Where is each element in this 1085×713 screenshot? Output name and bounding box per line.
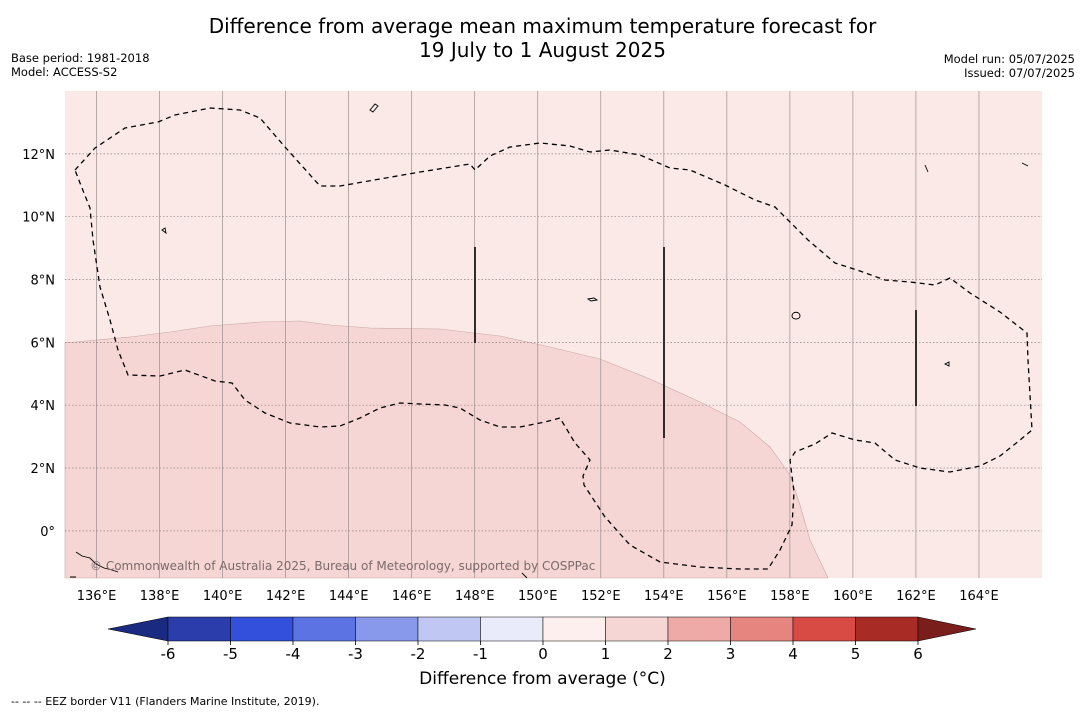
colorbar-tick-label: 2 <box>663 645 673 663</box>
lat-tick-label: 2°N <box>31 462 56 477</box>
lat-tick-label: 8°N <box>31 274 56 289</box>
lon-tick-label: 140°E <box>203 589 243 604</box>
colorbar-tick-label: 0 <box>538 645 548 663</box>
lon-tick-label: 146°E <box>392 589 432 604</box>
colorbar-segment <box>605 616 669 642</box>
colorbar-tick-label: 5 <box>851 645 861 663</box>
colorbar-tick-label: -2 <box>411 645 426 663</box>
island-pohnpei <box>791 311 801 320</box>
colorbar-segment <box>355 616 419 642</box>
watermark-text: © Commonwealth of Australia 2025, Bureau… <box>90 559 595 573</box>
colorbar-segment <box>730 616 794 642</box>
anomaly-region-1-to-2 <box>64 320 829 579</box>
lon-tick-label: 136°E <box>77 589 117 604</box>
lon-tick-label: 156°E <box>707 589 747 604</box>
lat-tick-label: 6°N <box>31 336 56 351</box>
issued-text: Issued: 07/07/2025 <box>964 66 1075 80</box>
colorbar-tick-label: -3 <box>348 645 363 663</box>
map-title: Difference from average mean maximum tem… <box>0 14 1085 62</box>
colorbar-under-extension <box>107 616 169 642</box>
eez-footnote: -- -- -- EEZ border V11 (Flanders Marine… <box>11 695 320 708</box>
colorbar-segment <box>167 616 231 642</box>
lon-tick-label: 152°E <box>581 589 621 604</box>
colorbar-segment <box>292 616 356 642</box>
lat-tick-label: 12°N <box>22 148 55 163</box>
lon-tick-label: 144°E <box>329 589 369 604</box>
lat-tick-label: 10°N <box>22 211 55 226</box>
model-text: Model: ACCESS-S2 <box>11 65 118 79</box>
colorbar-segment <box>855 616 919 642</box>
lat-tick-label: 4°N <box>31 399 56 414</box>
eez-border <box>74 107 1033 570</box>
islands <box>70 103 1029 579</box>
colorbar-segment <box>480 616 544 642</box>
model-run-text: Model run: 05/07/2025 <box>943 52 1075 66</box>
island-png-coast <box>70 551 119 578</box>
colorbar-tick-label: -4 <box>286 645 301 663</box>
base-period-text: Base period: 1981-2018 <box>11 51 150 65</box>
lon-tick-label: 154°E <box>644 589 684 604</box>
title-line-1: Difference from average mean maximum tem… <box>208 14 877 38</box>
colorbar-tick-label: -1 <box>473 645 488 663</box>
colorbar-segment <box>667 616 731 642</box>
colorbar-tick-label: -5 <box>223 645 238 663</box>
island-west <box>161 227 167 235</box>
island-ne2 <box>924 164 929 173</box>
lon-tick-label: 162°E <box>896 589 936 604</box>
meta-left: Base period: 1981-2018 Model: ACCESS-S2 <box>11 51 150 79</box>
meta-right: Model run: 05/07/2025 Issued: 07/07/2025 <box>944 52 1075 80</box>
island-east <box>943 361 950 367</box>
lon-tick-label: 148°E <box>455 589 495 604</box>
colorbar-segment <box>792 616 856 642</box>
colorbar-segment <box>542 616 606 642</box>
lat-tick-label: 0° <box>40 525 55 540</box>
colorbar-tick-label: 6 <box>913 645 923 663</box>
lon-tick-label: 142°E <box>266 589 306 604</box>
lon-tick-label: 138°E <box>140 589 180 604</box>
lon-tick-label: 164°E <box>959 589 999 604</box>
colorbar-tick-label: 1 <box>601 645 611 663</box>
colorbar-segment <box>417 616 481 642</box>
colorbar-tick-label: 4 <box>788 645 798 663</box>
colorbar-segment <box>230 616 294 642</box>
island-chuuk <box>586 297 599 302</box>
lon-tick-label: 158°E <box>770 589 810 604</box>
colorbar-over-extension <box>917 616 977 642</box>
title-line-2: 19 July to 1 August 2025 <box>419 38 666 62</box>
lon-tick-label: 160°E <box>833 589 873 604</box>
colorbar-tick-label: 3 <box>726 645 736 663</box>
island-south <box>521 572 528 579</box>
island-ne <box>1021 162 1029 167</box>
island-north <box>369 103 379 113</box>
colorbar-title: Difference from average (°C) <box>419 669 666 689</box>
colorbar-tick-label: -6 <box>161 645 176 663</box>
lon-tick-label: 150°E <box>518 589 558 604</box>
